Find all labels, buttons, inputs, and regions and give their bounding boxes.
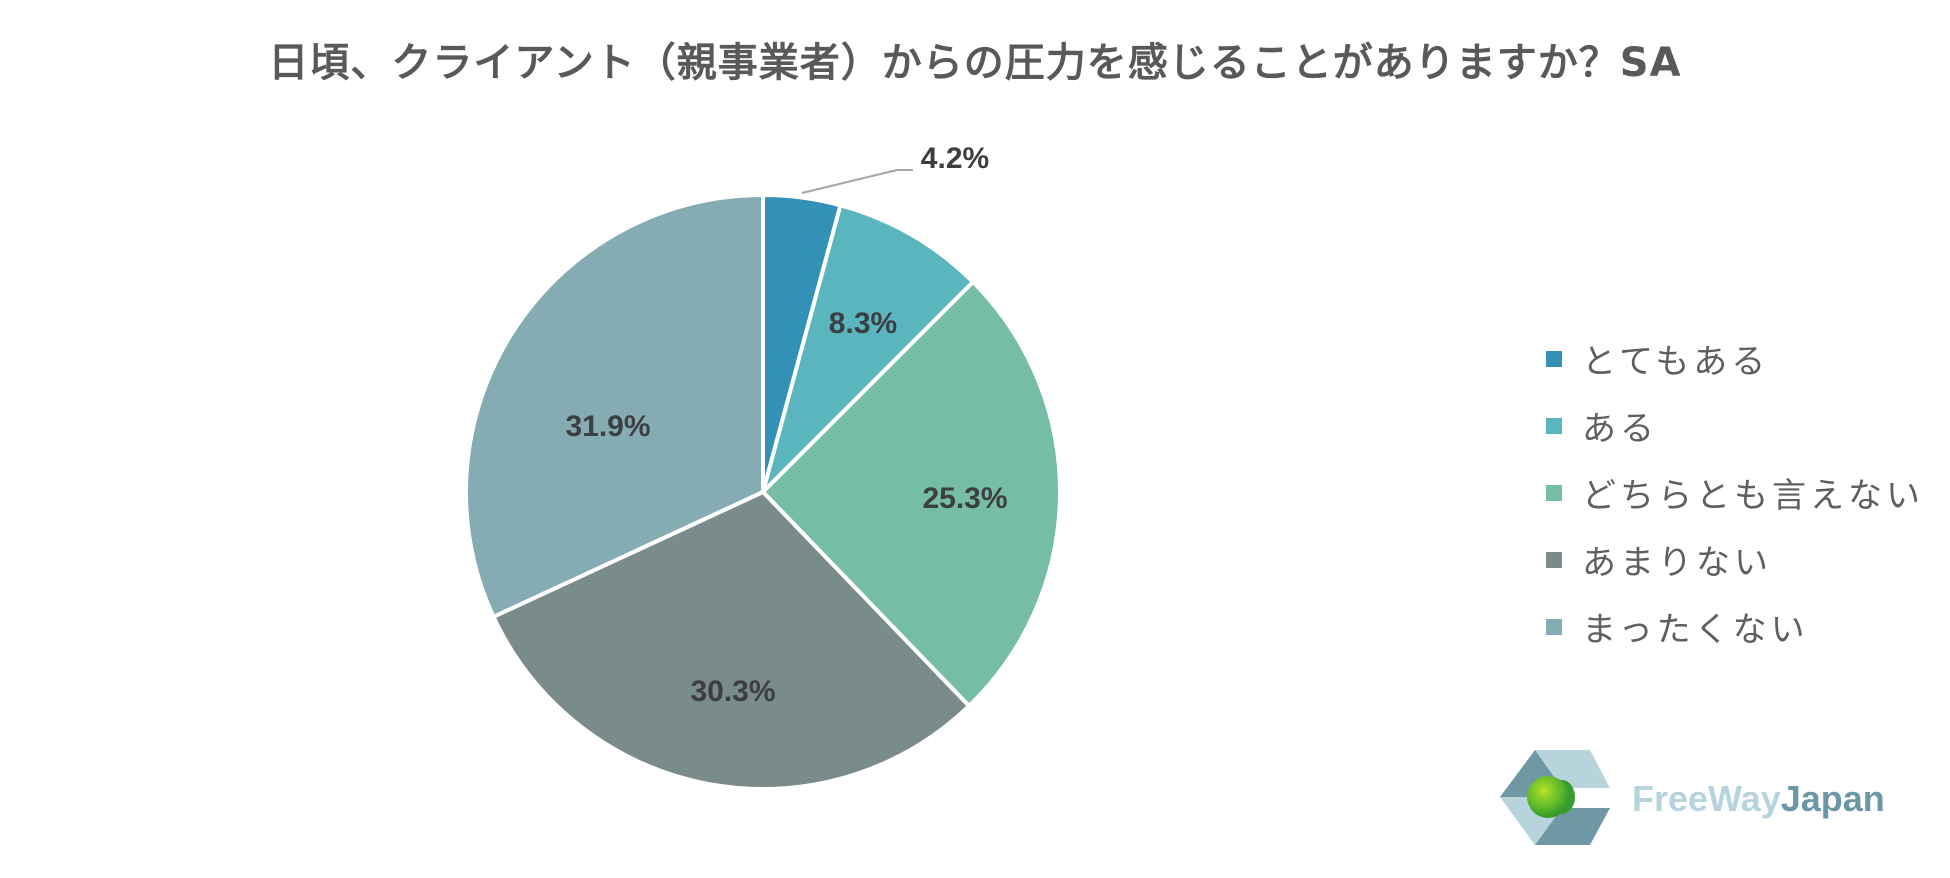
legend-swatch: [1546, 551, 1562, 568]
legend-item-not-much: あまりない: [1546, 535, 1924, 602]
legend-label: どちらとも言えない: [1582, 476, 1924, 516]
pie-slices: [464, 193, 1062, 791]
legend-item-neutral: どちらとも言えない: [1546, 468, 1924, 535]
legend-label: あまりない: [1582, 543, 1772, 583]
leader-line: [801, 169, 913, 194]
legend-label: ある: [1582, 409, 1658, 449]
legend-swatch: [1546, 484, 1562, 501]
data-label: 4.2%: [921, 142, 989, 175]
chart-title: 日頃、クライアント（親事業者）からの圧力を感じることがありますか？SA: [268, 40, 1682, 86]
legend-item-very-much: とてもある: [1546, 334, 1924, 401]
freewayjapan-logo-icon: [1500, 750, 1610, 845]
slice-not-much: [491, 490, 972, 791]
legend: とてもある ある どちらとも言えない あまりない まったくない: [1546, 334, 1924, 669]
data-labels: 4.2% 8.3% 25.3% 30.3% 31.9%: [565, 142, 1007, 708]
logo-text: FreeWayJapan: [1632, 778, 1885, 819]
data-label: 8.3%: [829, 307, 897, 340]
legend-label: とてもある: [1582, 342, 1770, 382]
data-label: 25.3%: [922, 482, 1007, 515]
slice-not-at-all: [464, 193, 765, 619]
data-label: 30.3%: [690, 675, 775, 708]
legend-item-yes: ある: [1546, 401, 1924, 468]
legend-swatch: [1546, 350, 1562, 367]
legend-item-not-at-all: まったくない: [1546, 602, 1924, 669]
legend-label: まったくない: [1582, 610, 1809, 650]
legend-swatch: [1546, 618, 1562, 635]
data-label: 31.9%: [565, 410, 650, 443]
slice-yes: [761, 203, 976, 494]
slice-neutral: [761, 279, 1062, 708]
legend-swatch: [1546, 417, 1562, 434]
